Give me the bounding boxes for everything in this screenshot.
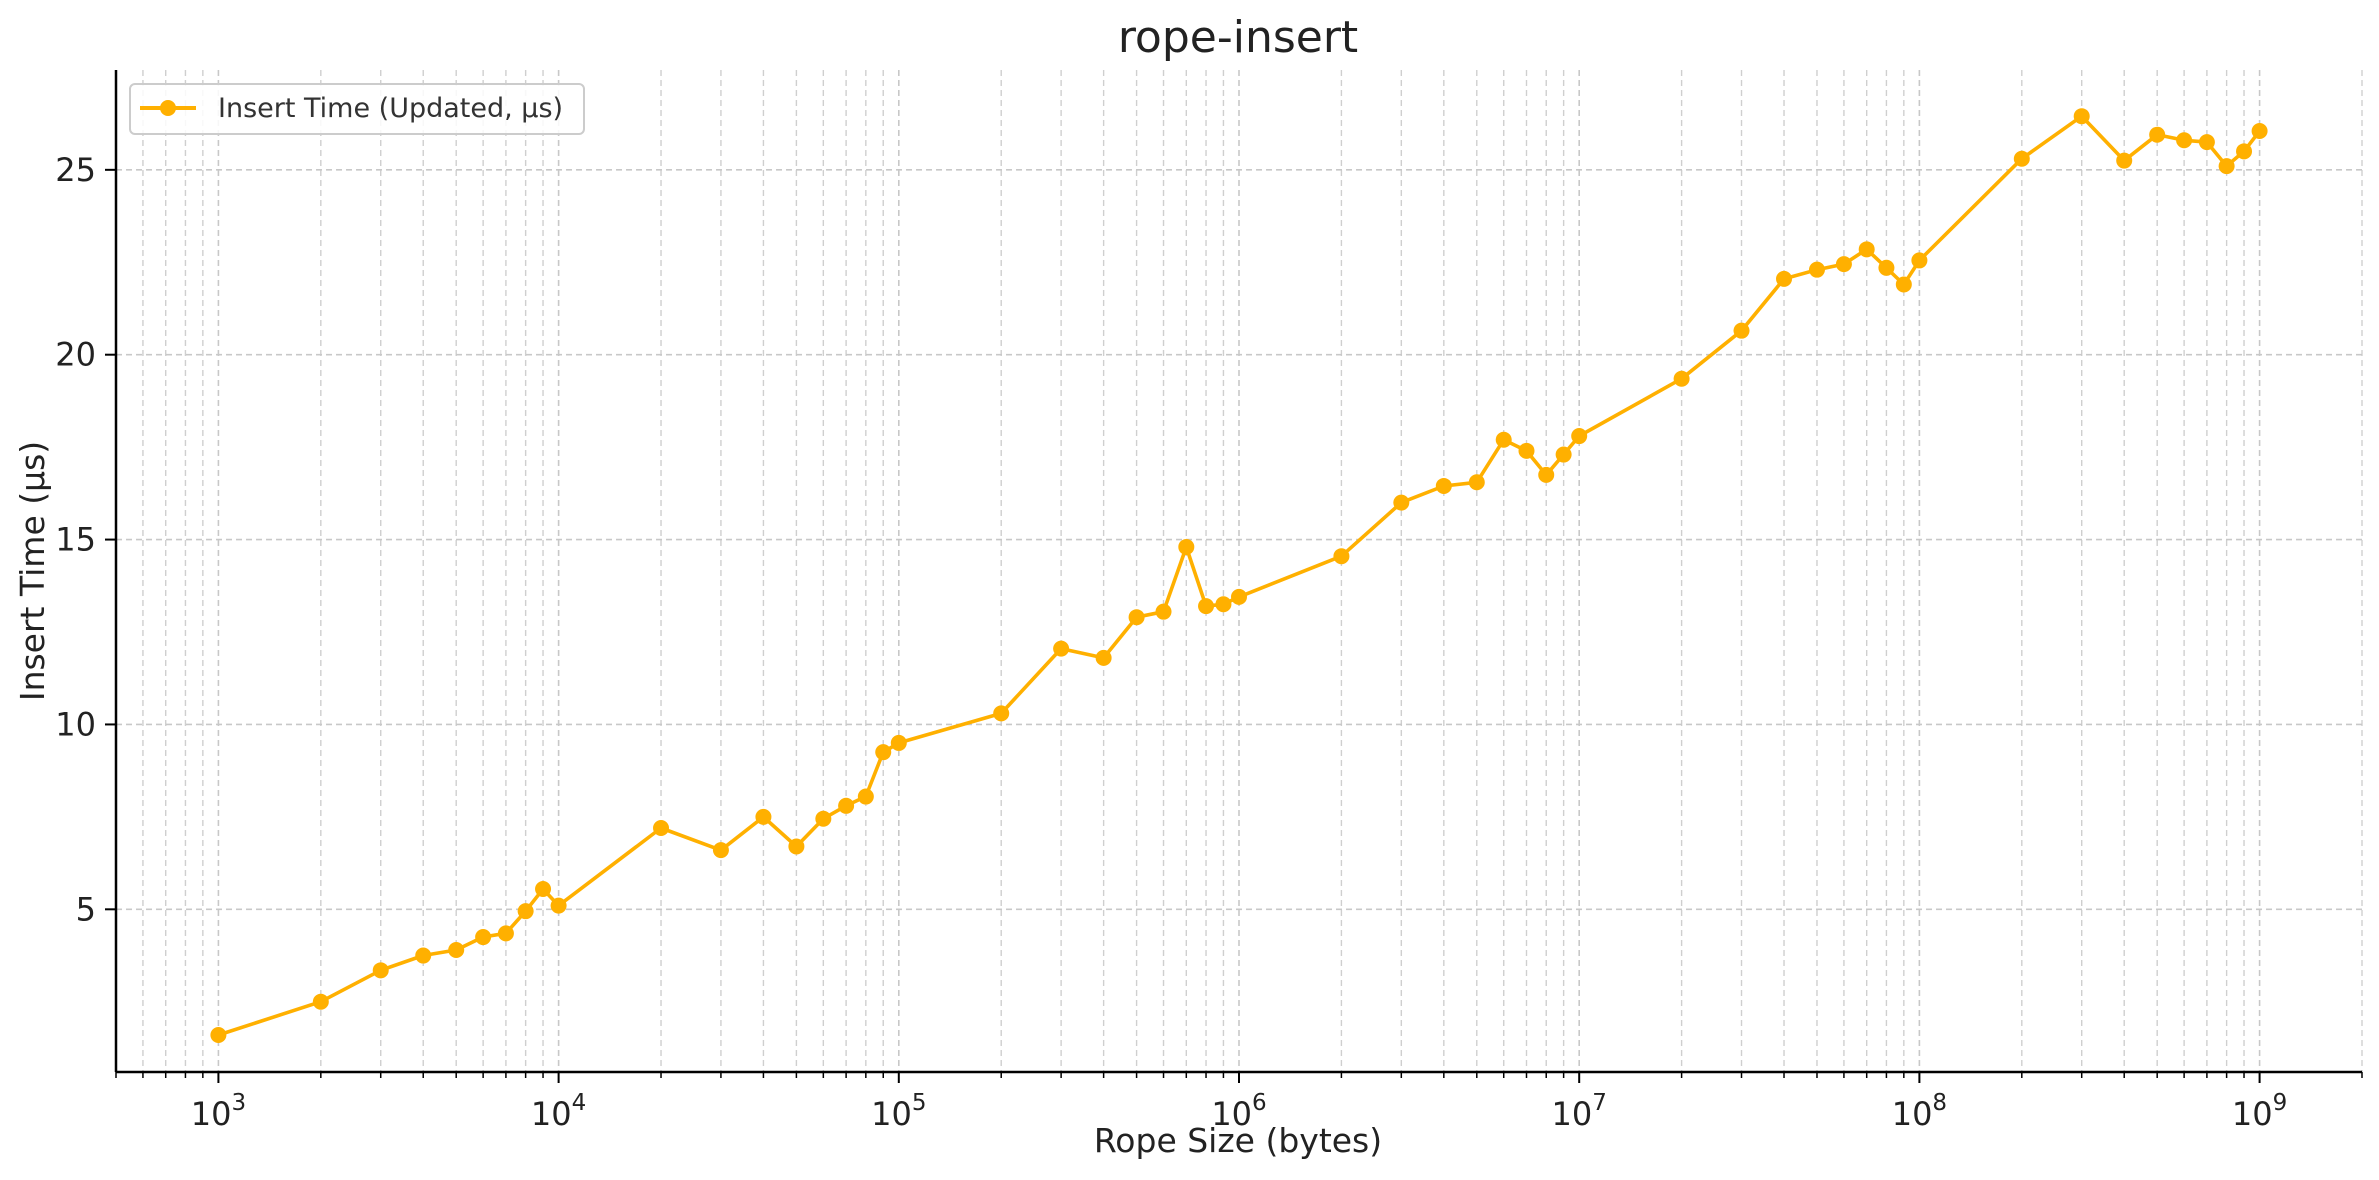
legend-marker xyxy=(160,100,176,116)
data-point xyxy=(1393,494,1410,511)
data-point xyxy=(1538,466,1555,483)
data-point xyxy=(1053,640,1070,657)
y-ticks: 5 10 15 20 25 xyxy=(55,151,116,928)
data-point xyxy=(535,880,552,897)
data-point xyxy=(1808,261,1825,278)
data-point xyxy=(857,788,874,805)
chart-title: rope-insert xyxy=(1118,12,1358,63)
data-point xyxy=(1518,442,1535,459)
data-point xyxy=(712,842,729,859)
y-axis-label: Insert Time (µs) xyxy=(13,441,52,701)
series-layer xyxy=(210,108,2268,1044)
data-point xyxy=(653,819,670,836)
data-point xyxy=(1911,252,1928,269)
legend-label: Insert Time (Updated, µs) xyxy=(218,93,563,124)
data-point xyxy=(210,1027,227,1044)
data-point xyxy=(1776,270,1793,287)
data-point xyxy=(1095,649,1112,666)
data-point xyxy=(1495,431,1512,448)
x-tick-label: 108 xyxy=(1892,1090,1947,1133)
data-point xyxy=(372,962,389,979)
data-point xyxy=(415,947,432,964)
data-point xyxy=(1155,603,1172,620)
data-point xyxy=(1178,538,1195,555)
data-point xyxy=(1468,474,1485,491)
data-point xyxy=(1571,428,1588,445)
data-point xyxy=(838,797,855,814)
legend-box xyxy=(129,83,585,135)
data-point xyxy=(312,993,329,1010)
x-axis-label: Rope Size (bytes) xyxy=(1094,1121,1382,1160)
data-point xyxy=(2176,132,2193,149)
x-tick-label: 109 xyxy=(2232,1090,2287,1133)
data-point xyxy=(448,941,465,958)
data-point xyxy=(1733,322,1750,339)
data-point xyxy=(2013,150,2030,167)
y-tick-label: 5 xyxy=(76,890,96,928)
data-point xyxy=(2236,143,2253,160)
data-point xyxy=(1858,241,1875,258)
data-point xyxy=(2251,123,2268,140)
data-point xyxy=(875,744,892,761)
data-point xyxy=(1435,477,1452,494)
data-point xyxy=(1835,256,1852,273)
data-point xyxy=(890,734,907,751)
x-ticks: 103 104 105 106 107 108 109 xyxy=(115,1072,2363,1133)
x-tick-label: 106 xyxy=(1211,1090,1266,1133)
x-tick-label: 107 xyxy=(1552,1090,1607,1133)
data-point xyxy=(1673,370,1690,387)
legend: Insert Time (Updated, µs) xyxy=(129,83,585,135)
data-point xyxy=(517,903,534,920)
data-point xyxy=(1555,446,1572,463)
data-point xyxy=(2149,126,2166,143)
data-point xyxy=(497,925,514,942)
data-point xyxy=(550,897,567,914)
y-tick-label: 15 xyxy=(55,521,96,559)
x-tick-label: 104 xyxy=(531,1090,586,1133)
data-point xyxy=(2198,134,2215,151)
data-point xyxy=(815,810,832,827)
data-point xyxy=(2073,108,2090,125)
data-point xyxy=(1215,596,1232,613)
data-point xyxy=(1895,276,1912,293)
data-point xyxy=(993,705,1010,722)
y-tick-label: 20 xyxy=(55,336,96,374)
x-tick-label: 105 xyxy=(871,1090,926,1133)
data-point xyxy=(2116,152,2133,169)
y-tick-label: 25 xyxy=(55,151,96,189)
data-point xyxy=(1878,259,1895,276)
data-point xyxy=(1198,598,1215,615)
data-point xyxy=(1231,588,1247,605)
data-point xyxy=(1333,548,1350,565)
data-point xyxy=(2218,158,2235,175)
y-tick-label: 10 xyxy=(55,705,96,743)
data-point xyxy=(475,929,492,946)
data-point xyxy=(1128,609,1145,626)
data-point xyxy=(788,838,805,855)
grid-lines xyxy=(115,70,2363,1072)
data-point xyxy=(755,808,772,825)
x-tick-label: 103 xyxy=(191,1090,246,1133)
